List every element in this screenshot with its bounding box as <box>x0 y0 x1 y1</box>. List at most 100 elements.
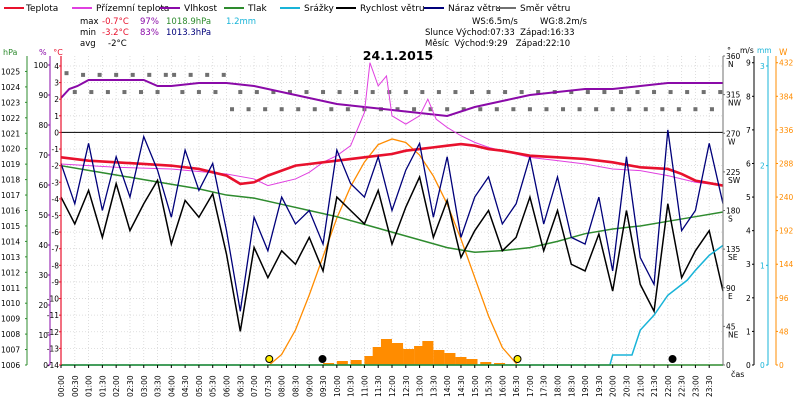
axis-x-tick-label: 21:00 <box>636 375 645 397</box>
wind-direction-point <box>89 90 94 95</box>
axis-percent-tick-label: 40 <box>38 241 48 250</box>
axis-percent-tick-label: 90 <box>38 91 48 100</box>
axis-celsius-tick-label: -13 <box>47 344 59 353</box>
series-rain-line <box>61 244 724 366</box>
wind-direction-point <box>536 90 541 95</box>
axis-hpa-tick-label: 1016 <box>1 207 20 216</box>
wind-direction-point <box>461 107 466 112</box>
wind-direction-point <box>428 107 433 112</box>
wind-direction-point <box>97 72 102 77</box>
axis-x-tick-label: 19:30 <box>595 375 604 397</box>
axis-celsius-tick-label: -5 <box>52 211 60 220</box>
wind-direction-point <box>660 107 665 112</box>
axis-direction-compass-label: NE <box>728 330 739 339</box>
rain-intensity-bar <box>444 353 456 365</box>
stats-avg-temp: -2°C <box>108 39 127 49</box>
axis-x-tick-label: 17:00 <box>526 375 535 397</box>
axis-x-tick-label: 15:30 <box>485 375 494 397</box>
axis-x-tick-label: 01:00 <box>85 375 94 397</box>
axis-x-tick-label: 09:00 <box>305 375 314 397</box>
axis-ms-tick-label: 6 <box>746 159 751 168</box>
axis-x-tick-label: 08:00 <box>278 375 287 397</box>
wind-direction-point <box>627 107 632 112</box>
rain-intensity-bar <box>455 357 467 365</box>
wind-direction-point <box>469 90 474 95</box>
axis-wm2-tick-label: 0 <box>779 361 784 370</box>
axis-direction-tick-label: 315 <box>726 91 741 100</box>
wind-direction-point <box>271 90 276 95</box>
axis-x-tick-label: 02:00 <box>112 375 121 397</box>
axis-mm-tick-label: 0 <box>760 361 765 370</box>
axis-direction-tick-label: 135 <box>726 245 741 254</box>
axis-x-tick-label: 00:30 <box>71 375 80 397</box>
rain-intensity-bar <box>466 359 478 365</box>
axis-hpa-tick-label: 1021 <box>1 129 20 138</box>
axis-direction-tick-label: 90 <box>726 284 736 293</box>
axis-x-tick-label: 10:00 <box>333 375 342 397</box>
axis-x-tick-label: 16:30 <box>512 375 521 397</box>
sun-marker <box>265 355 274 363</box>
axis-hpa-tick-label: 1022 <box>1 114 20 123</box>
legend-label-ground-temperature: Přízemní teplota <box>96 4 169 14</box>
wind-direction-point <box>254 90 259 95</box>
axis-celsius-tick-label: 1 <box>54 112 59 121</box>
axis-mm-tick-label: 2 <box>760 162 765 171</box>
axis-x-tick-label: 14:00 <box>443 375 452 397</box>
axis-celsius-tick-label: 0 <box>54 128 59 137</box>
wind-direction-point <box>585 90 590 95</box>
wind-direction-point <box>238 90 243 95</box>
axis-x-tick-label: 05:30 <box>209 375 218 397</box>
axis-celsius-tick-label: 4 <box>54 62 59 71</box>
axis-celsius-label: °C <box>53 48 63 57</box>
axis-x-tick-label: 01:30 <box>98 375 107 397</box>
axis-x-tick-label: 06:00 <box>223 375 232 397</box>
wind-direction-point <box>287 90 292 95</box>
wind-direction-point <box>246 107 251 112</box>
axis-hpa-tick-label: 1009 <box>1 315 20 324</box>
wind-direction-point <box>478 107 483 112</box>
axis-wm2-tick-label: 48 <box>779 327 789 336</box>
axis-wm2-tick-label: 336 <box>779 126 794 135</box>
wind-direction-point <box>445 107 450 112</box>
axis-direction-compass-label: W <box>728 137 736 146</box>
stats-max-hum: 97% <box>140 17 159 27</box>
wind-direction-point <box>618 90 623 95</box>
axis-hpa-tick-label: 1018 <box>1 176 20 185</box>
wind-direction-point <box>180 90 185 95</box>
axis-hpa-tick-label: 1010 <box>1 299 20 308</box>
wind-direction-point <box>577 107 582 112</box>
axis-celsius-tick-label: -11 <box>47 311 59 320</box>
axis-x-tick-label: 13:00 <box>416 375 425 397</box>
axis-hpa-tick-label: 1019 <box>1 160 20 169</box>
axis-x-tick-label: 19:00 <box>581 375 590 397</box>
wind-direction-point <box>503 90 508 95</box>
axis-x-tick-label: 16:00 <box>498 375 507 397</box>
axis-ms-tick-label: 8 <box>746 92 751 101</box>
axis-celsius-tick-label: -12 <box>47 328 59 337</box>
wind-direction-point <box>569 90 574 95</box>
axis-hpa-tick-label: 1007 <box>1 346 20 355</box>
axis-direction-tick-label: 225 <box>726 168 741 177</box>
wind-direction-point <box>635 90 640 95</box>
axis-wm2-label: W <box>779 48 788 58</box>
axis-x-tick-label: 06:30 <box>236 375 245 397</box>
axis-x-tick-label: 04:00 <box>167 375 176 397</box>
wind-direction-point <box>105 90 110 95</box>
wind-direction-point <box>718 90 723 95</box>
wind-direction-point <box>701 90 706 95</box>
wind-direction-point <box>196 90 201 95</box>
axis-celsius-tick-label: 3 <box>54 79 59 88</box>
wind-direction-point <box>676 107 681 112</box>
wind-direction-point <box>138 90 143 95</box>
wind-direction-point <box>130 72 135 77</box>
axis-x-tick-label: 20:00 <box>609 375 618 397</box>
axis-direction-tick-label: 180 <box>726 207 741 216</box>
series-wind-gust-line <box>60 129 724 312</box>
axis-celsius-tick-label: -14 <box>47 361 59 370</box>
series-layer <box>60 62 724 366</box>
axis-x-tick-label: 07:30 <box>264 375 273 397</box>
axis-hpa-tick-label: 1023 <box>1 98 20 107</box>
axis-wm2-tick-label: 432 <box>779 59 794 68</box>
wind-direction-point <box>511 107 516 112</box>
axis-mm-tick-label: 1 <box>760 261 765 270</box>
